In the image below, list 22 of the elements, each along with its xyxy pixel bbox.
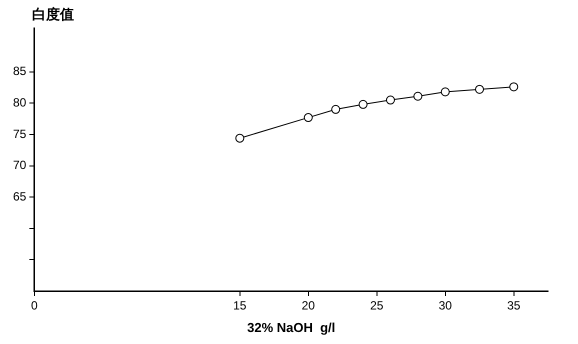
x-axis-title: 32% NaOH g/l — [247, 320, 336, 335]
y-tick-label: 65 — [12, 189, 27, 204]
x-tick-label: 0 — [31, 298, 38, 313]
y-tick-label: 80 — [12, 95, 27, 110]
y-tick-label: 85 — [12, 64, 27, 78]
y-tick-label: 70 — [12, 158, 27, 172]
point — [386, 96, 395, 105]
point — [475, 84, 484, 94]
point — [509, 82, 518, 92]
point — [235, 134, 244, 143]
point — [331, 104, 340, 114]
x-tick-label: 15 — [233, 298, 247, 313]
x-tick-label: 30 — [438, 298, 452, 313]
point — [358, 100, 368, 109]
y-tick-label: 75 — [12, 126, 27, 141]
point — [440, 87, 450, 96]
x-tick-label: 35 — [507, 298, 521, 313]
point — [413, 92, 422, 101]
point — [304, 113, 313, 122]
x-tick-label: 25 — [370, 298, 384, 313]
x-tick-label: 20 — [302, 298, 316, 313]
y-axis-title: 白度值 — [32, 6, 74, 24]
